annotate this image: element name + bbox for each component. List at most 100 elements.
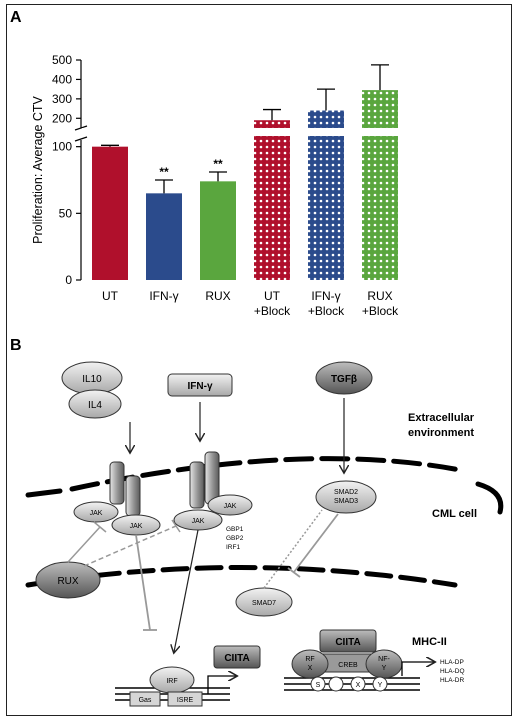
extracellular-label: Extracellular [408,412,475,424]
svg-text:TGFβ: TGFβ [331,374,357,385]
svg-text:NF-: NF- [378,656,390,663]
x-tick-label: UT [102,289,119,303]
smad7: SMAD7 [235,587,293,617]
panel-b-label: B [10,337,22,354]
mhc-ii-label: MHC-II [412,636,447,648]
transcription-arrow-left [207,676,236,694]
promoter-box [328,676,344,692]
significance-mark: ** [213,157,223,171]
svg-text:Y: Y [378,682,383,689]
ifng-ligand: IFN-γ [167,373,233,397]
y-tick-label: 100 [52,140,72,154]
ifng-receptor [189,451,220,509]
svg-text:RF: RF [305,656,314,663]
significance-mark: ** [159,165,169,179]
svg-text:ISRE: ISRE [177,697,194,704]
ciita-right: CIITA [319,629,377,653]
panel-a-label: A [10,9,22,26]
svg-text:RUX: RUX [57,576,78,587]
x-tick-label: IFN-γ [149,289,178,303]
hla-dr-label: HLA-DR [440,677,465,684]
ciita-left: CIITA [213,645,261,669]
gbp2-label: GBP2 [226,535,244,542]
figure-frame [6,4,512,716]
irf-factor: IRF [149,666,195,694]
isre-element: ISRE [167,691,203,707]
rux-inhibit-left [67,526,101,563]
bar-ut_block-lower [254,136,290,280]
svg-text:JAK: JAK [130,523,143,530]
bar-ifng_block-lower [308,136,344,280]
svg-text:X: X [356,682,361,689]
svg-text:JAK: JAK [224,503,237,510]
jak-to-ciita-inhibit [135,534,151,631]
irf1-label: IRF1 [226,544,240,551]
svg-text:CIITA: CIITA [224,653,249,664]
x-tick-label: UT [264,289,281,303]
y-tick-label: 0 [65,273,72,287]
il10-ligand: IL10 [61,361,123,395]
il-receptor [109,461,141,517]
svg-text:SMAD3: SMAD3 [334,498,358,505]
y-box: Y [372,676,388,692]
x-tick-label: RUX [205,289,230,303]
smad2-smad3: SMAD2 SMAD3 [315,480,377,514]
x-tick-label: IFN-γ [311,289,340,303]
svg-text:SMAD2: SMAD2 [334,489,358,496]
svg-text:JAK: JAK [192,518,205,525]
jak-right: JAK [207,494,253,516]
svg-text:X: X [308,665,313,672]
hla-dp-label: HLA-DP [440,659,464,666]
membrane-segment [475,481,504,515]
svg-text:S: S [316,682,321,689]
bar-rux [200,181,236,280]
x-tick-label-line2: +Block [254,304,291,318]
x-tick-label: RUX [367,289,392,303]
svg-text:Gas: Gas [139,697,152,704]
smad-inhibit [293,513,339,573]
axis-break-mark-bottom [74,136,88,142]
jak-left: JAK [73,501,119,523]
x-box: X [350,676,366,692]
svg-text:IRF: IRF [166,678,177,685]
smad7-link [263,509,323,589]
jak-left-bottom: JAK [111,514,161,536]
y-tick-label: 50 [59,206,73,220]
bar-ifng_block-upper [308,110,344,128]
y-tick-label: 500 [52,53,72,67]
tgfb-ligand: TGFβ [315,361,373,395]
x-tick-label-line2: +Block [308,304,345,318]
bar-rux_block-upper [362,90,398,128]
s-box: S [310,676,326,692]
svg-text:IL10: IL10 [82,374,102,385]
y-tick-label: 200 [52,111,72,125]
y-axis [74,60,88,280]
environment-label: environment [408,427,474,439]
il4-ligand: IL4 [68,389,122,419]
svg-text:CREB: CREB [338,662,358,669]
svg-text:IL4: IL4 [88,400,102,411]
cml-cell-label: CML cell [432,508,477,520]
rux-inhibit-right [83,525,177,567]
y-tick-label: 300 [52,92,72,106]
axis-break-mark-top [74,125,88,131]
axis-break-gap [82,128,412,136]
svg-text:Y: Y [382,665,387,672]
bar-ut [92,146,128,280]
bar-ifng [146,193,182,280]
membrane-segment [25,488,63,498]
svg-text:IFN-γ: IFN-γ [188,381,213,392]
y-tick-label: 400 [52,72,72,86]
bar-ut_block-upper [254,120,290,128]
jak-right-bottom: JAK [173,509,223,531]
gbp1-label: GBP1 [226,526,244,533]
svg-text:SMAD7: SMAD7 [252,600,276,607]
svg-text:CIITA: CIITA [335,637,360,648]
svg-text:JAK: JAK [90,510,103,517]
rfx-factor: RF X [291,649,329,679]
transcription-arrow-right [401,662,434,676]
jak-to-irf-arrow [174,529,199,652]
rux-molecule: RUX [35,561,101,599]
bar-rux_block-lower [362,136,398,280]
